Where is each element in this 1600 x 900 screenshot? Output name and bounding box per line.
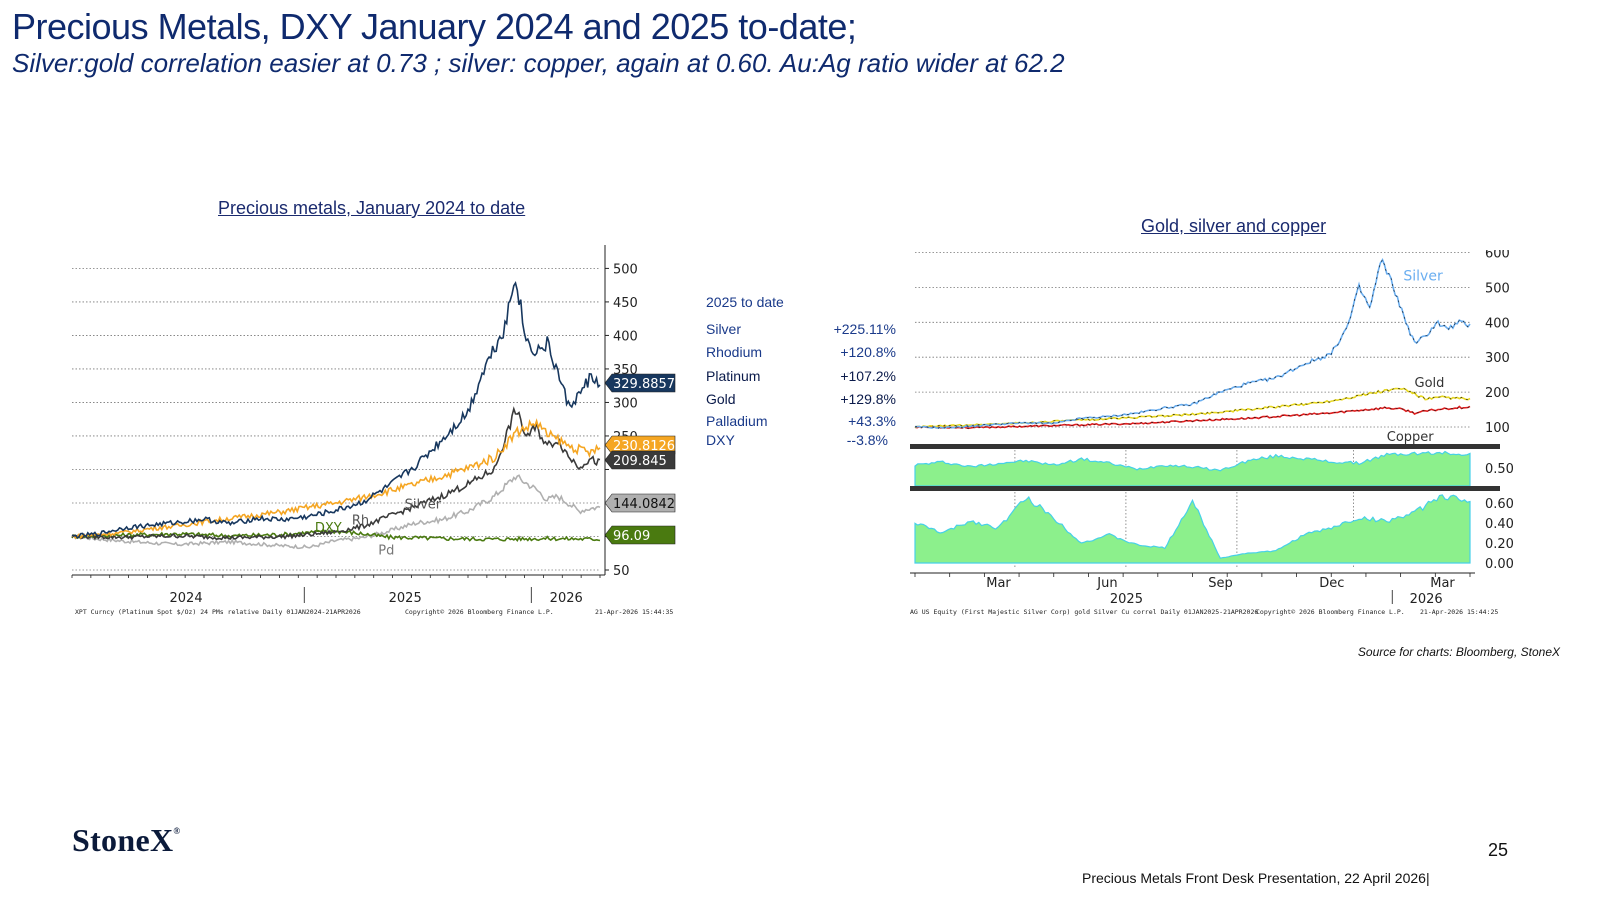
last-value-label: 230.8126 [613, 439, 675, 454]
legend-row-rhodium: Rhodium +120.8% [706, 341, 896, 365]
series-line-silver [71, 280, 601, 539]
x-tick-label: Dec [1319, 576, 1344, 591]
legend-row-gold: Gold +129.8% [706, 388, 896, 412]
series-label: Rh [352, 513, 369, 528]
performance-legend: 2025 to date Silver +225.11% Rhodium +12… [706, 294, 896, 449]
legend-name: Palladium [706, 412, 768, 429]
x-tick-label: Mar [986, 576, 1011, 591]
legend-row-platinum: Platinum +107.2% [706, 364, 896, 388]
y-tick-label: 0.20 [1485, 537, 1514, 552]
y-tick-label: 0.00 [1485, 557, 1514, 572]
chart2-title: Gold, silver and copper [1141, 216, 1327, 236]
y-tick-label: 500 [1485, 281, 1510, 296]
chart1-title: Precious metals, January 2024 to date [218, 198, 526, 218]
y-tick-label: 0.60 [1485, 497, 1514, 512]
footnote-right: 21-Apr-2026 15:44:25 [1420, 608, 1498, 616]
last-value-label: 329.8857 [613, 377, 675, 392]
legend-heading: 2025 to date [706, 294, 784, 310]
y-tick-label: 100 [1485, 421, 1510, 436]
series-label: Silver [405, 498, 442, 513]
last-value-label: 96.09 [613, 529, 650, 544]
silver-label: Silver [1403, 268, 1443, 284]
legend-value: +129.8% [840, 391, 896, 408]
panel-separator [910, 486, 1500, 491]
footnote-right: 21-Apr-2026 15:44:35 [595, 608, 673, 616]
x-tick-label: Mar [1430, 576, 1455, 591]
precious-metals-chart: 50250300350400450500202420252026XPT Curn… [71, 245, 676, 616]
series-line-copper-bars [914, 406, 1471, 429]
y-tick-label: 200 [1485, 386, 1510, 401]
x-tick-label: 2026 [550, 591, 583, 606]
series-line-silver [914, 258, 1471, 430]
y-tick-label: 50 [613, 564, 630, 579]
legend-value: +43.3% [848, 412, 896, 429]
legend-name: Rhodium [706, 344, 763, 361]
gold-silver-copper-chart: 100 200 300 400 500 600 0.50 0.00 0.20 0.40 0.60 Ma… [910, 250, 1514, 616]
footer-text: Precious Metals Front Desk Presentation,… [1082, 870, 1430, 886]
y-tick-label: 500 [613, 262, 638, 277]
last-value-label: 144.0842 [613, 497, 675, 512]
series-line-silver-bars [914, 259, 1471, 429]
y-tick-label: 300 [613, 396, 638, 411]
logo-text: StoneX [72, 822, 174, 858]
panel-separator [910, 444, 1500, 449]
last-value-tag [604, 450, 676, 470]
slide-title: Precious Metals, DXY January 2024 and 20… [12, 6, 857, 47]
legend-name: Silver [706, 320, 742, 337]
slide-subtitle: Silver:gold correlation easier at 0.73 ;… [12, 48, 1065, 78]
series-line-palladium [71, 474, 601, 550]
footnote-mid: Copyright© 2026 Bloomberg Finance L.P. [405, 608, 554, 616]
last-value-tag [604, 373, 676, 393]
y-tick-label: 0.50 [1485, 462, 1514, 477]
footnote-left: XPT Curncy (Platinum Spot $/Oz) 24 PMs r… [75, 608, 361, 616]
x-tick-label: 2025 [389, 591, 422, 606]
chart-source: Source for charts: Bloomberg, StoneX [1357, 645, 1560, 659]
legend-value: +107.2% [840, 367, 896, 384]
stonex-logo: StoneX® [72, 822, 180, 859]
gold-label: Gold [1415, 376, 1445, 391]
series-label: DXY [315, 521, 342, 536]
last-value-tag [604, 493, 676, 513]
logo-mark: ® [173, 826, 181, 836]
legend-row-silver: Silver +225.11% [706, 317, 896, 341]
last-value-label: 209.845 [613, 454, 667, 469]
last-value-tag [604, 525, 676, 545]
y-tick-label: 400 [1485, 316, 1510, 331]
page-number: 25 [1488, 840, 1509, 860]
series-line-platinum [71, 406, 601, 541]
y-tick-label: 400 [613, 329, 638, 344]
y-tick-label: 300 [1485, 351, 1510, 366]
gold-silver-correl-area [914, 450, 1471, 487]
legend-row-palladium: Palladium +43.3% [706, 411, 896, 430]
copper-label: Copper [1387, 430, 1435, 445]
y-tick-label: 600 [1485, 250, 1510, 261]
legend-value: +120.8% [840, 344, 896, 361]
year-tick-label: 2025 [1110, 592, 1143, 607]
legend-row-dxy: DXY --3.8% [706, 430, 896, 449]
footnote-mid: Copyright© 2026 Bloomberg Finance L.P. [1256, 608, 1405, 616]
legend-value: +225.11% [833, 320, 896, 337]
silver-cu-correl-area [914, 494, 1471, 564]
y-tick-label: 0.40 [1485, 517, 1514, 532]
x-tick-label: Jun [1096, 576, 1117, 591]
year-tick-label: 2026 [1410, 592, 1443, 607]
legend-name: Gold [706, 391, 736, 408]
footnote-left: AG US Equity (First Majestic Silver Corp… [910, 608, 1258, 616]
y-tick-label: 450 [613, 296, 638, 311]
legend-value: --3.8% [846, 431, 888, 448]
x-tick-label: Sep [1208, 576, 1233, 591]
series-line-gold [71, 418, 601, 540]
legend-name: DXY [706, 431, 735, 448]
legend-name: Platinum [706, 367, 761, 384]
series-label: Pd [378, 543, 394, 558]
x-tick-label: 2024 [170, 591, 203, 606]
